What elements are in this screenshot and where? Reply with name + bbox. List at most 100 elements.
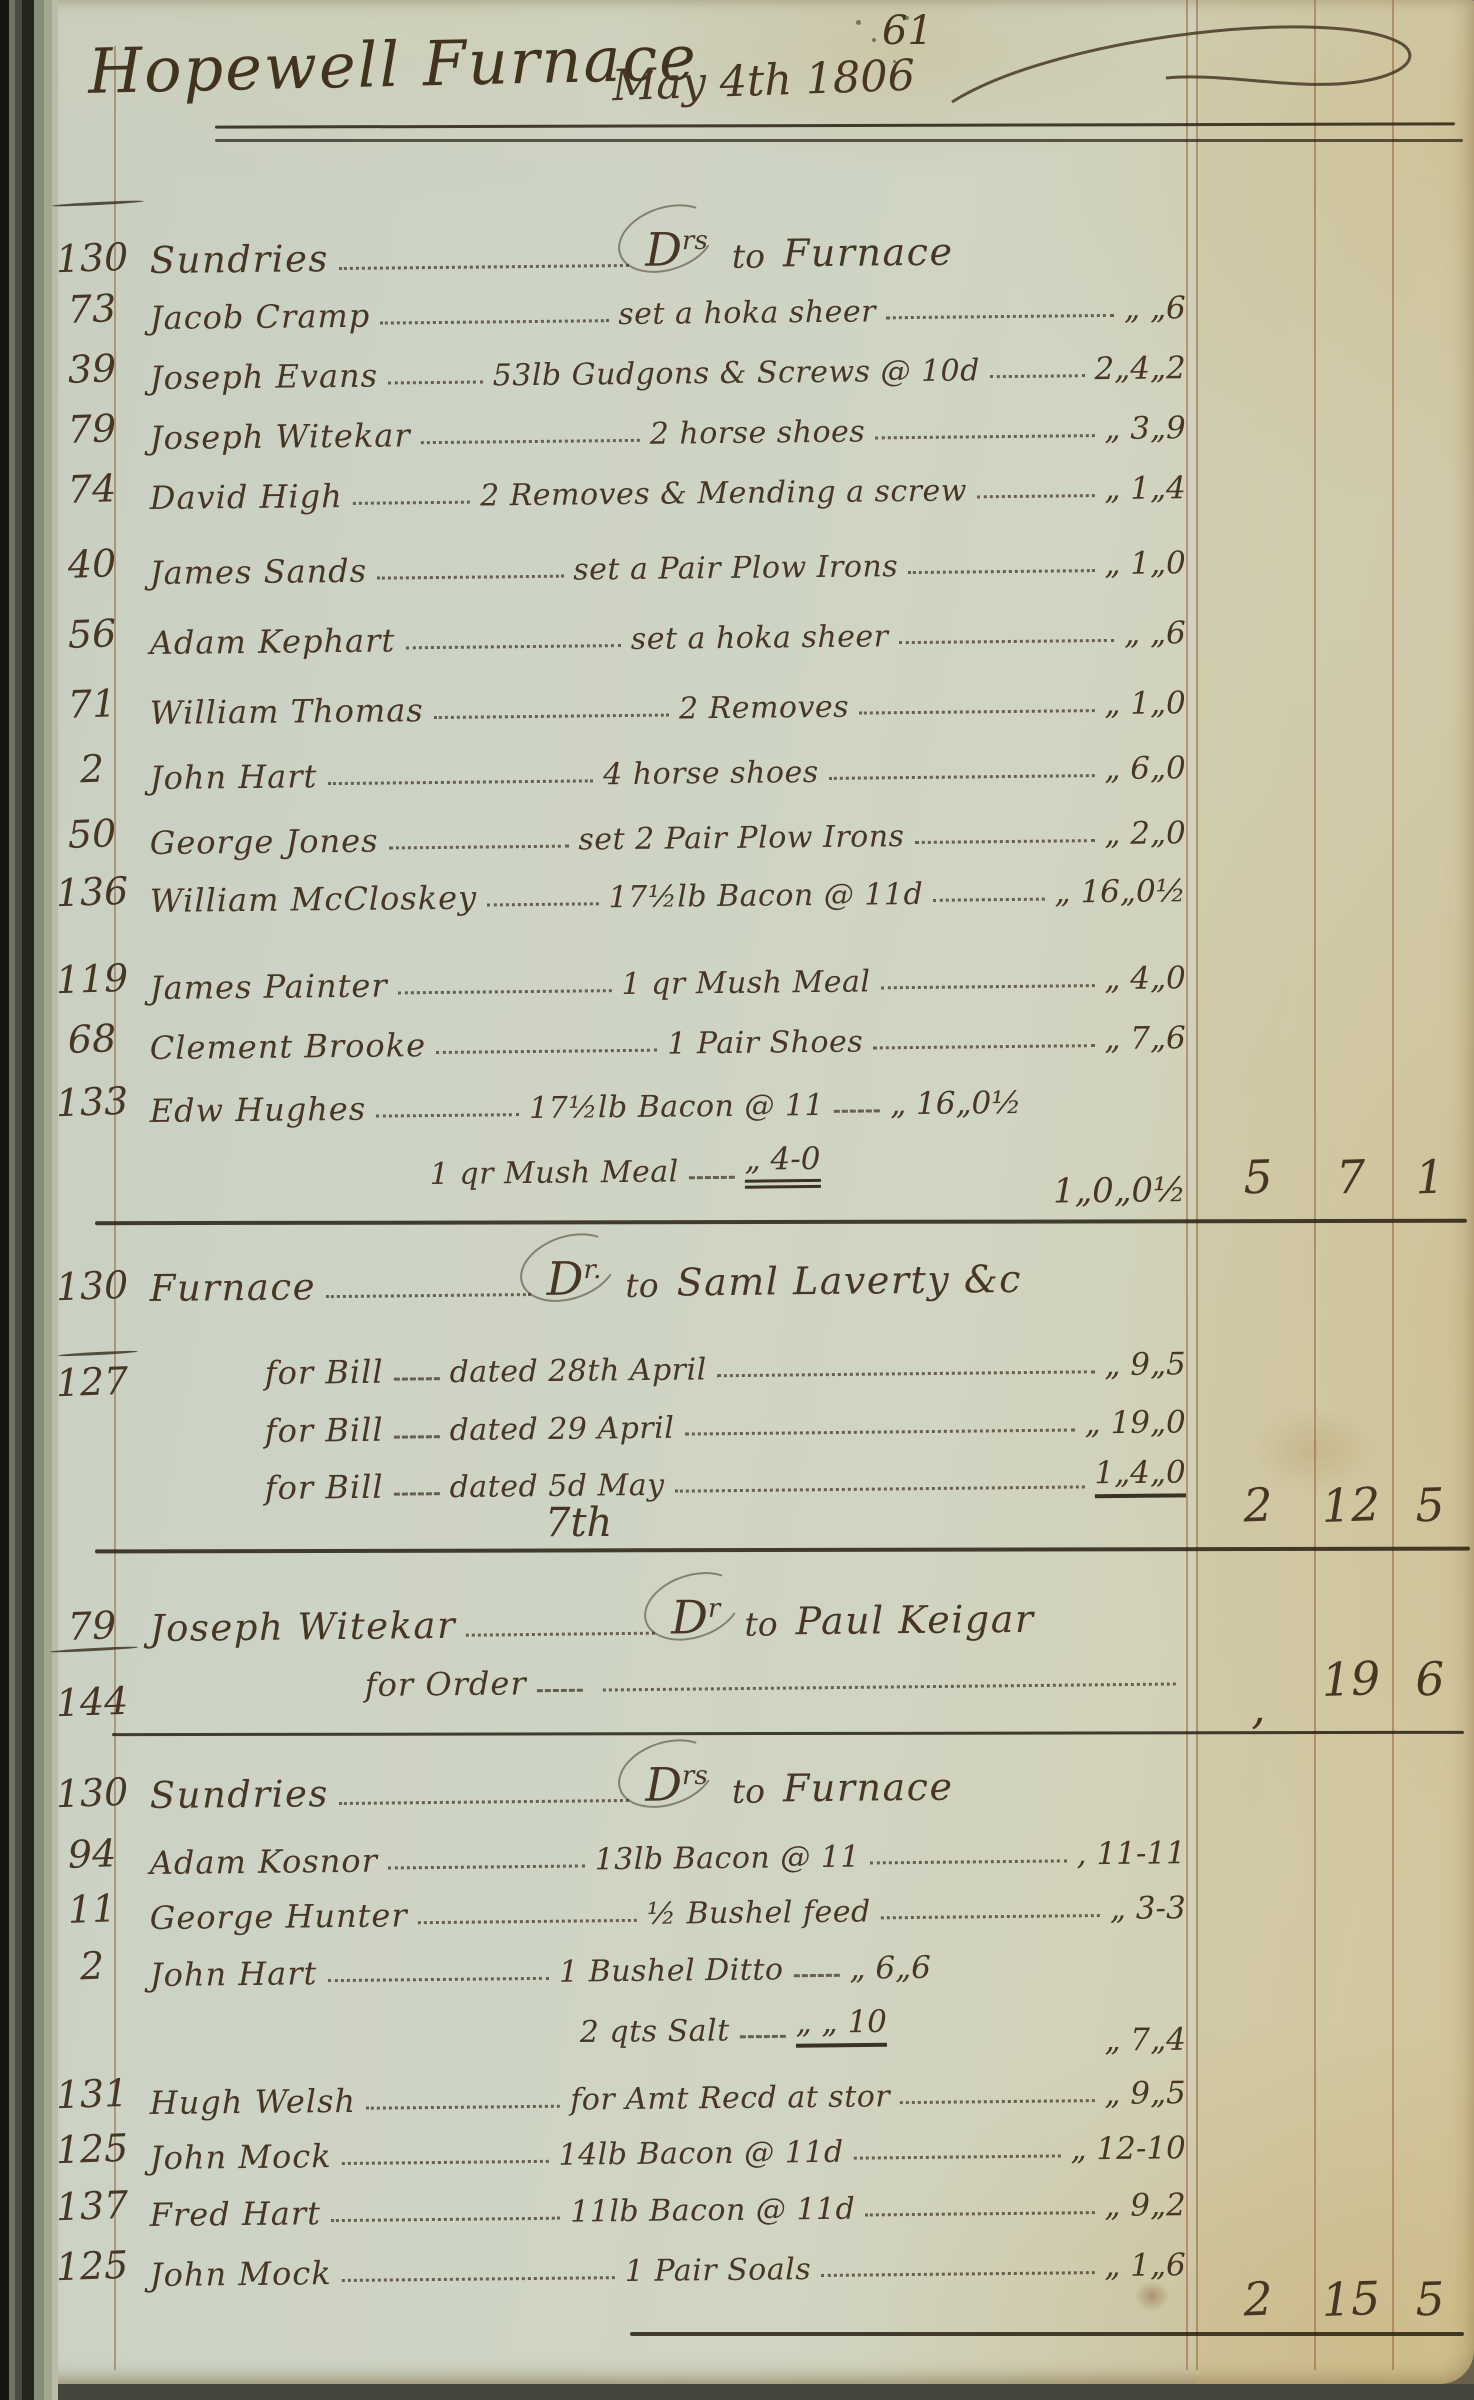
- entry-description: 2 Removes & Mending a screw: [479, 473, 968, 514]
- dotted-leader: [674, 1485, 1085, 1493]
- dotted-leader: [716, 1370, 1095, 1378]
- dotted-leader: [420, 438, 640, 445]
- entry-description: 2 horse shoes: [649, 414, 866, 452]
- debit-symbol-sup: rs: [681, 1760, 708, 1792]
- entry-amount: „ 9„5: [1104, 2075, 1186, 2113]
- entry-name: Edw Hughes: [149, 1089, 367, 1130]
- account-number: 39: [67, 346, 117, 392]
- ledger-entry-row: for Bill dated 5d May 1„4„0: [264, 1445, 1186, 1507]
- dotted-leader: [602, 1682, 1176, 1692]
- entry-description: 2 qts Salt: [579, 2013, 730, 2050]
- entry-name: George Hunter: [149, 1896, 408, 1937]
- entry-description: set a hoka sheer: [630, 619, 889, 657]
- dotted-leader: [900, 2099, 1095, 2105]
- account-number: 2: [79, 746, 105, 792]
- entry-amount: „ 9„5: [1104, 1346, 1186, 1384]
- entry-name: Fred Hart: [149, 2194, 322, 2234]
- entry-description: 17½lb Bacon @ 11d: [608, 876, 924, 916]
- ledger-entry-row: William McCloskey 17½lb Bacon @ 11d „ 16„0…: [149, 857, 1186, 920]
- ledger-entry-row: for Order: [364, 1643, 1185, 1704]
- account-number: 125: [54, 2242, 130, 2290]
- dotted-leader: [859, 709, 1095, 715]
- ledger-entry-row: for Bill dated 29 April „ 19„0: [264, 1388, 1186, 1450]
- creditor-name: Saml Laverty &c: [676, 1256, 1023, 1305]
- entry-name: John Mock: [149, 2137, 332, 2177]
- entry-amount: „ 6„6: [849, 1949, 932, 1987]
- entry-amount: „ 1„0: [1104, 545, 1186, 583]
- ledger-entry-row: Joseph Evans 53lb Gudgons & Screws @ 10d 2…: [149, 334, 1186, 397]
- money-column-band: [1196, 0, 1474, 2384]
- entry-sum-amount: „ 7„4: [1104, 2021, 1187, 2059]
- entry-description: 1 qr Mush Meal: [621, 964, 871, 1003]
- paper-sheet: [44, 0, 1474, 2384]
- dotted-leader: [326, 1293, 531, 1299]
- account-number: 94: [67, 1831, 117, 1877]
- ledger-entry-row: Adam Kosnor 13lb Bacon @ 11 , 11-11: [149, 1819, 1186, 1882]
- dotted-leader: [873, 1044, 1095, 1050]
- account-number: 130: [54, 234, 130, 282]
- entry-amount: „ 2„0: [1104, 815, 1186, 853]
- entry-amount: „ 3„9: [1104, 410, 1186, 448]
- margin-rule-line: [114, 46, 116, 2370]
- debtor-name: Sundries: [149, 237, 330, 282]
- dotted-leader: [393, 1435, 440, 1439]
- debit-symbol-letter: D: [670, 1590, 709, 1645]
- dotted-leader: [880, 984, 1095, 990]
- debtor-name: Joseph Witekar: [149, 1603, 457, 1650]
- entry-name: Jacob Cramp: [149, 296, 371, 337]
- dotted-leader: [487, 902, 599, 907]
- ledger-entry-row: Jacob Cramp set a hoka sheer „ „6: [149, 274, 1186, 337]
- entry-amount: „ 16„0½: [1054, 873, 1186, 911]
- to-word: to: [744, 1604, 778, 1644]
- dotted-leader: [875, 434, 1095, 440]
- account-number: 131: [54, 2070, 130, 2118]
- ledger-entry-row: for Bill dated 28th April „ 9„5: [264, 1330, 1186, 1392]
- entry-name: for Order: [364, 1664, 527, 1704]
- entry-name: John Mock: [149, 2254, 332, 2294]
- entry-amount: „ „6: [1123, 615, 1186, 652]
- dotted-leader: [989, 374, 1085, 379]
- dotted-leader: [828, 774, 1095, 780]
- entry-description: 1 Pair Soals: [624, 2252, 812, 2290]
- entry-amount: 2„4„2: [1094, 350, 1186, 388]
- dotted-leader: [393, 1492, 440, 1496]
- total-pounds: ,: [1249, 1679, 1267, 1735]
- account-number: 68: [67, 1016, 117, 1062]
- entry-description: 11lb Bacon @ 11d: [569, 2191, 856, 2230]
- entry-amount: „ 4-0: [744, 1140, 821, 1189]
- entry-amount: „ 6„0: [1104, 750, 1186, 788]
- account-number: 119: [54, 955, 130, 1003]
- entry-name: for Bill: [264, 1410, 384, 1450]
- dotted-leader: [853, 2154, 1061, 2160]
- ledger-entry-row: George Hunter ½ Bushel feed „ 3-3: [149, 1874, 1186, 1937]
- section-header-row: Furnace Dr. to Saml Laverty &c: [149, 1247, 1185, 1310]
- entry-name: Adam Kosnor: [149, 1841, 379, 1882]
- debit-symbol: Drs: [645, 222, 708, 276]
- dotted-leader: [688, 1175, 735, 1180]
- entry-amount: „ 9„2: [1104, 2187, 1186, 2225]
- dotted-leader: [366, 2104, 561, 2110]
- entry-amount: „ „6: [1123, 290, 1186, 327]
- total-pence: 5: [1414, 2271, 1446, 2327]
- account-number: 127: [54, 1358, 130, 1406]
- page-date: May 4th 1806: [611, 50, 916, 112]
- ledger-entry-row: George Jones set 2 Pair Plow Irons „ 2„0: [149, 799, 1186, 862]
- dotted-leader: [436, 1048, 658, 1055]
- dotted-leader: [341, 2276, 615, 2282]
- dotted-leader: [821, 2271, 1095, 2277]
- to-word: to: [731, 1771, 766, 1811]
- account-number: 2: [79, 1943, 105, 1989]
- entry-name: John Hart: [149, 757, 318, 797]
- ledger-entry-row: Edw Hughes 17½lb Bacon @ 11 „ 16„0½: [149, 1067, 1185, 1130]
- section-header-row: Sundries Drs to Furnace: [149, 1754, 1185, 1817]
- total-pounds: 2: [1242, 1477, 1274, 1533]
- entry-name: James Painter: [149, 966, 388, 1007]
- ledger-entry-row: 2 qts Salt „ „ 10 „ 7„4: [579, 1992, 1186, 2059]
- ledger-entry-row: James Sands set a Pair Plow Irons „ 1„0: [149, 529, 1186, 592]
- dotted-leader: [908, 569, 1095, 575]
- dotted-leader: [341, 2159, 549, 2165]
- ledger-entry-row: Fred Hart 11lb Bacon @ 11d „ 9„2: [149, 2171, 1186, 2234]
- entry-amount: „ „ 10: [795, 2003, 888, 2048]
- entry-amount: , 11-11: [1076, 1835, 1186, 1873]
